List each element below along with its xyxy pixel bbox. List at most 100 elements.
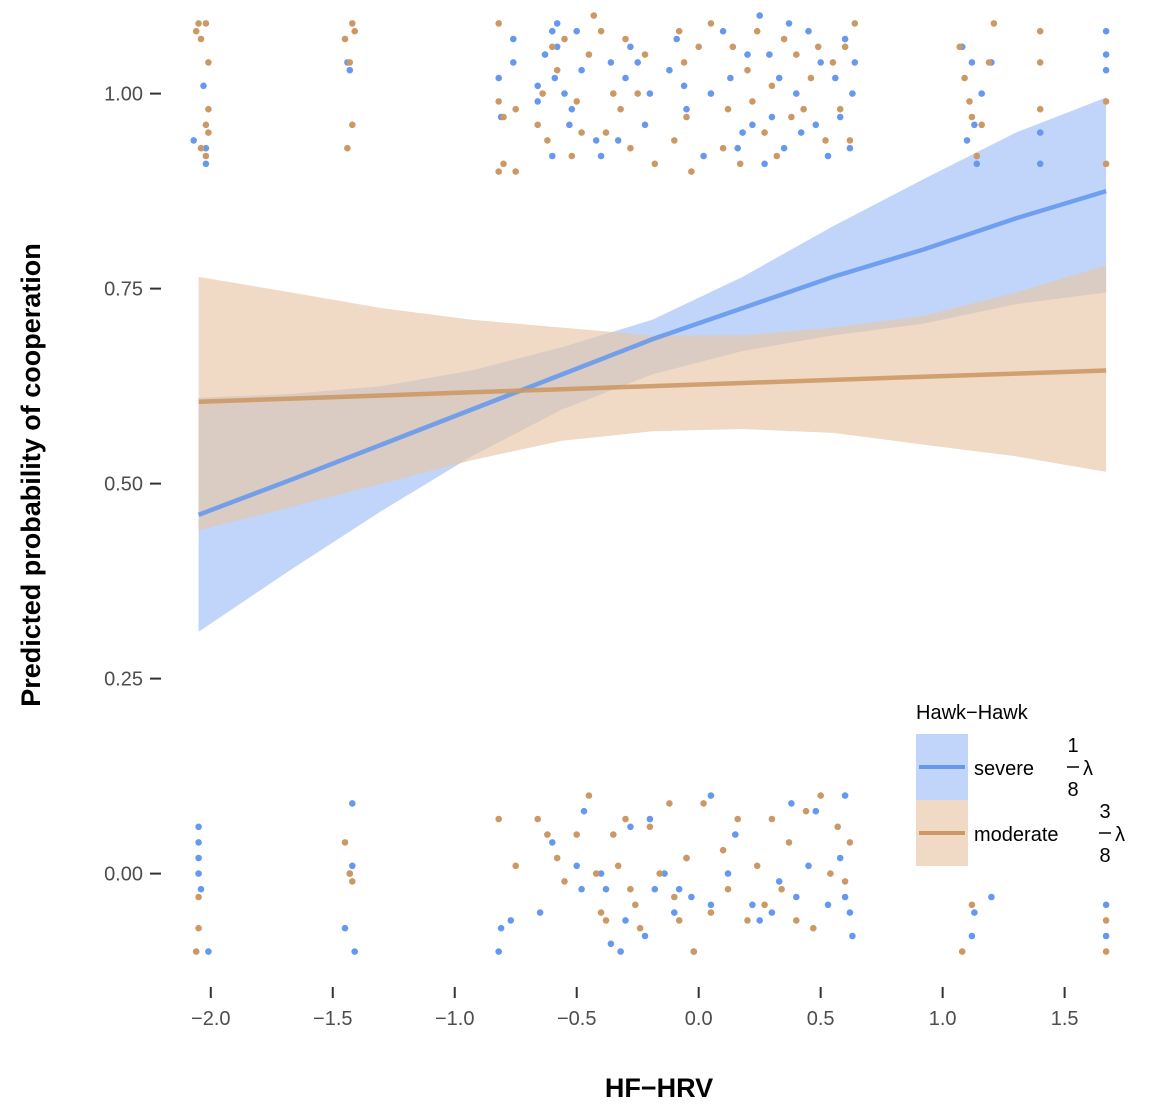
observation-point-moderate (627, 144, 634, 152)
observation-point-moderate (671, 893, 678, 901)
observation-point-severe (553, 20, 561, 27)
observation-point-severe (688, 893, 695, 901)
observation-point-moderate (761, 129, 768, 136)
observation-point-moderate (978, 121, 985, 129)
x-tick-label: −0.5 (557, 1008, 596, 1030)
observation-point-moderate (666, 800, 673, 807)
observation-point-moderate (683, 113, 690, 121)
observation-point-moderate (688, 168, 695, 175)
observation-point-moderate (1102, 917, 1110, 924)
observation-point-moderate (753, 862, 761, 870)
observation-point-severe (534, 98, 541, 105)
observation-point-severe (749, 901, 756, 909)
observation-point-severe (812, 121, 820, 129)
observation-point-moderate (800, 105, 807, 113)
observation-point-moderate (724, 105, 732, 113)
y-axis: 0.00 0.25 0.50 0.75 1.00 (104, 84, 161, 886)
observation-point-severe (195, 854, 202, 862)
observation-point-moderate (656, 870, 663, 877)
observation-point-moderate (707, 909, 715, 916)
observation-point-severe (646, 815, 654, 823)
observation-point-severe (793, 90, 800, 97)
observation-point-severe (349, 862, 356, 870)
observation-point-moderate (968, 901, 976, 909)
observation-point-moderate (544, 831, 551, 838)
observation-point-severe (849, 90, 856, 97)
observation-point-severe (197, 885, 205, 893)
observation-point-severe (195, 823, 202, 831)
observation-point-severe (707, 90, 715, 97)
observation-point-severe (602, 885, 610, 893)
observation-point-severe (614, 137, 622, 144)
observation-point-moderate (622, 35, 629, 43)
x-tick-label: −1.0 (435, 1008, 474, 1030)
observation-point-moderate (719, 846, 727, 854)
x-axis-title: HF−HRV (605, 1073, 713, 1103)
legend-frac-num-moderate: 3 (1099, 801, 1110, 823)
observation-point-moderate (495, 98, 503, 105)
observation-point-moderate (695, 43, 702, 51)
observation-point-severe (200, 82, 207, 90)
observation-point-moderate (597, 909, 605, 916)
observation-point-moderate (990, 20, 998, 27)
observation-point-moderate (822, 137, 829, 144)
observation-point-moderate (195, 893, 202, 901)
observation-point-moderate (573, 831, 580, 838)
observation-point-severe (968, 932, 976, 940)
legend-label-moderate: moderate (974, 824, 1059, 846)
x-tick-label: −2.0 (191, 1008, 230, 1030)
observation-point-moderate (205, 59, 212, 66)
observation-point-moderate (192, 27, 200, 35)
observation-point-moderate (736, 160, 744, 168)
observation-point-severe (671, 909, 678, 916)
x-tick-label: 0.5 (807, 1008, 835, 1030)
observation-point-moderate (958, 948, 966, 955)
observation-point-moderate (495, 168, 503, 175)
observation-point-moderate (614, 862, 622, 870)
observation-point-moderate (202, 20, 210, 27)
observation-point-moderate (195, 924, 202, 932)
observation-point-severe (734, 144, 741, 152)
observation-point-severe (597, 870, 605, 877)
observation-point-moderate (753, 27, 761, 35)
observation-point-moderate (683, 854, 690, 862)
observation-point-moderate (846, 839, 854, 846)
observation-point-severe (768, 113, 776, 121)
observation-point-severe (732, 831, 739, 838)
observation-point-severe (775, 74, 783, 82)
observation-point-moderate (346, 870, 354, 877)
observation-point-severe (661, 870, 668, 877)
observation-point-severe (768, 909, 776, 916)
plot-area (190, 12, 1110, 955)
x-tick-label: 0.0 (685, 1008, 713, 1030)
observation-point-moderate (534, 815, 541, 823)
observation-point-severe (775, 878, 783, 885)
observation-point-severe (793, 893, 800, 901)
observation-point-moderate (985, 59, 993, 66)
y-tick-label: 0.00 (104, 864, 143, 886)
observation-point-moderate (956, 43, 963, 51)
observation-point-moderate (780, 35, 788, 43)
observation-point-severe (744, 51, 751, 58)
observation-point-severe (680, 82, 688, 90)
observation-point-severe (549, 27, 556, 35)
observation-point-severe (622, 917, 629, 924)
observation-point-moderate (495, 20, 503, 27)
observation-point-severe (510, 35, 517, 43)
observation-point-severe (963, 137, 971, 144)
observation-point-severe (534, 82, 541, 90)
observation-point-severe (580, 807, 588, 815)
observation-point-severe (627, 823, 634, 831)
observation-point-severe (675, 885, 683, 893)
observation-point-severe (780, 144, 788, 152)
observation-point-severe (549, 152, 556, 160)
observation-point-severe (841, 35, 849, 43)
legend-symbol-severe: λ (1083, 758, 1093, 780)
observation-point-moderate (719, 144, 727, 152)
observation-point-severe (1102, 66, 1110, 74)
observation-point-severe (700, 152, 707, 160)
observation-point-severe (761, 160, 768, 168)
observation-point-moderate (829, 59, 837, 66)
observation-point-severe (812, 807, 820, 815)
observation-point-severe (641, 121, 649, 129)
